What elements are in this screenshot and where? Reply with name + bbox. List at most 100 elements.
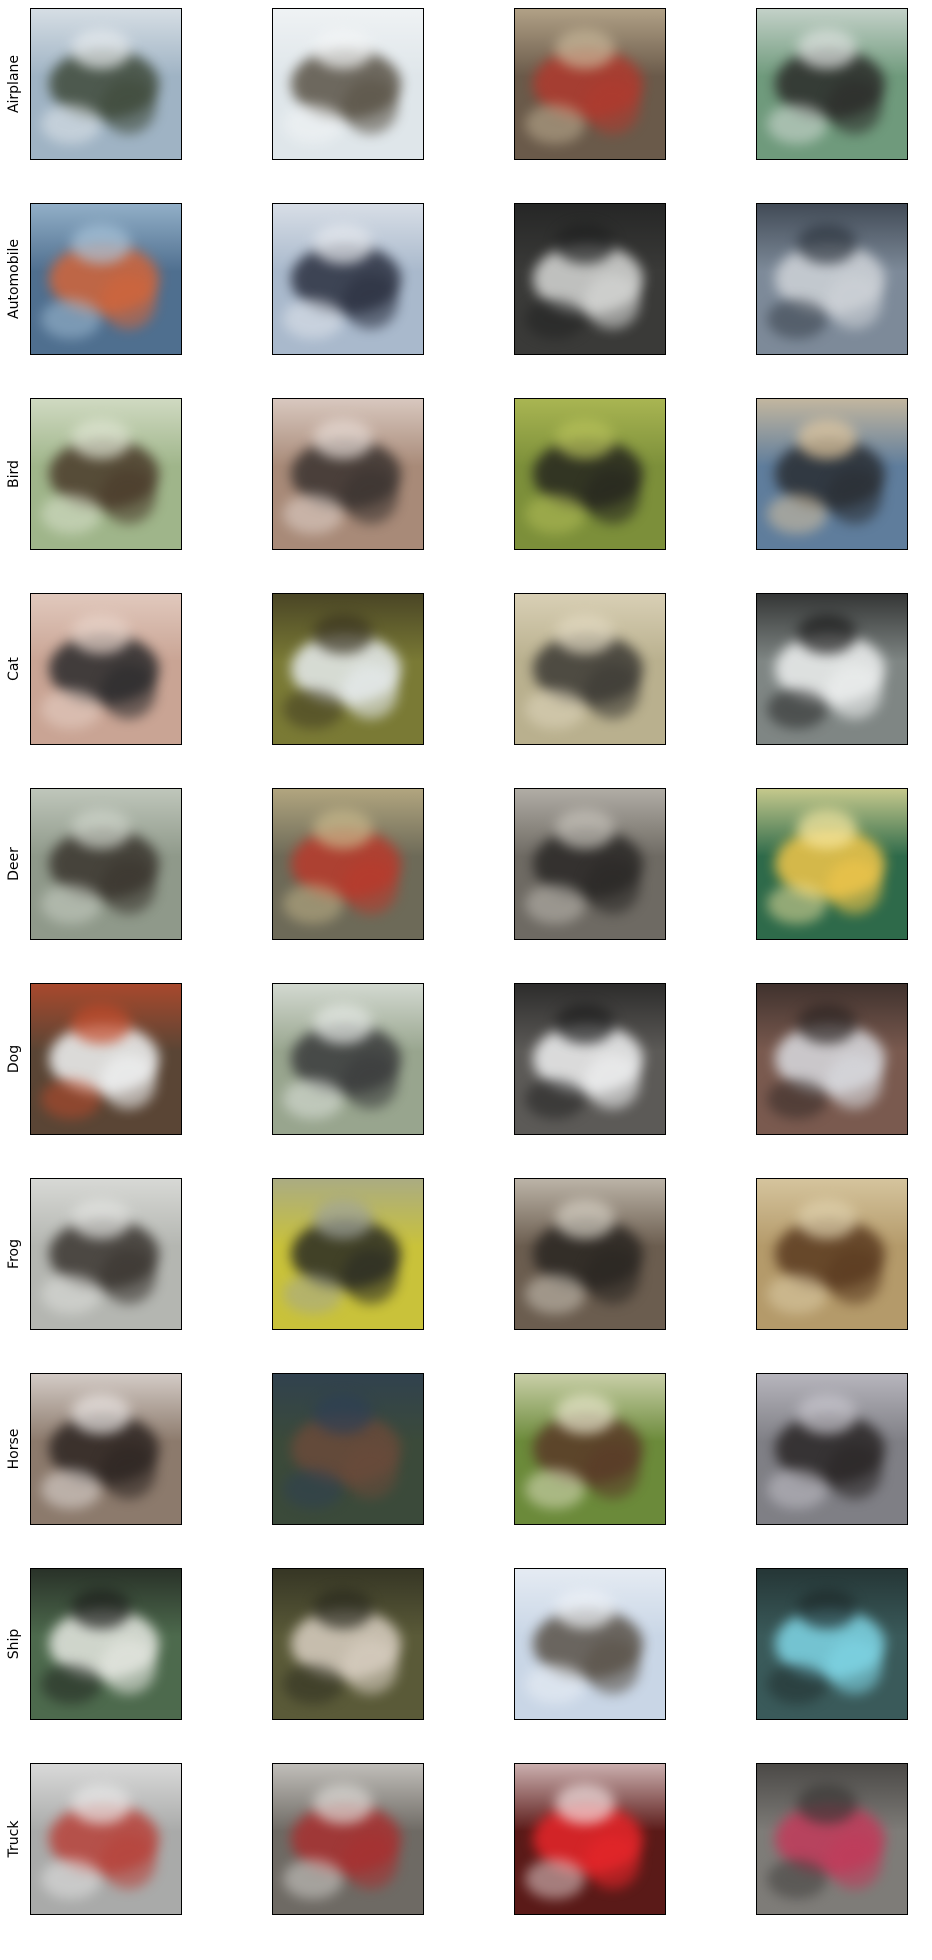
sample-blob — [71, 1199, 131, 1239]
sample-blob — [797, 1589, 857, 1629]
sample-blob — [101, 1639, 156, 1694]
sample-blob — [827, 274, 882, 329]
sample-blob — [343, 1054, 398, 1109]
generated-sample-image — [514, 1763, 666, 1915]
sample-blob — [585, 859, 640, 914]
sample-blob — [767, 299, 827, 339]
sample-blob — [827, 664, 882, 719]
generated-sample-image — [756, 1373, 908, 1525]
sample-blob — [343, 664, 398, 719]
generated-sample-image — [272, 788, 424, 940]
sample-blob — [797, 1004, 857, 1044]
generated-sample-image — [756, 8, 908, 160]
sample-blob — [313, 29, 373, 69]
generated-sample-image — [514, 1373, 666, 1525]
generated-sample-image — [30, 203, 182, 355]
sample-blob — [827, 1054, 882, 1109]
sample-blob — [585, 1444, 640, 1499]
sample-blob — [797, 1199, 857, 1239]
sample-blob — [525, 1859, 585, 1899]
sample-blob — [71, 29, 131, 69]
generated-sample-image — [756, 1763, 908, 1915]
sample-blob — [283, 1859, 343, 1899]
generated-sample-image — [756, 203, 908, 355]
generated-sample-image — [30, 1373, 182, 1525]
sample-blob — [767, 1274, 827, 1314]
sample-blob — [525, 1079, 585, 1119]
sample-blob — [101, 1054, 156, 1109]
sample-blob — [343, 1834, 398, 1889]
sample-blob — [797, 1394, 857, 1434]
generated-sample-image — [30, 1568, 182, 1720]
sample-blob — [797, 419, 857, 459]
sample-blob — [41, 1859, 101, 1899]
generated-sample-image — [272, 8, 424, 160]
generated-sample-image — [272, 1178, 424, 1330]
sample-blob — [525, 104, 585, 144]
row-label: Deer — [6, 847, 22, 881]
sample-blob — [767, 104, 827, 144]
sample-blob — [101, 1249, 156, 1304]
sample-blob — [767, 1079, 827, 1119]
sample-blob — [585, 79, 640, 134]
row-label: Horse — [6, 1428, 22, 1470]
sample-blob — [827, 1834, 882, 1889]
generated-sample-image — [30, 788, 182, 940]
row-label: Dog — [6, 1044, 22, 1074]
sample-blob — [41, 1469, 101, 1509]
sample-blob — [525, 1664, 585, 1704]
sample-blob — [585, 1639, 640, 1694]
sample-blob — [827, 1249, 882, 1304]
sample-blob — [555, 419, 615, 459]
sample-blob — [525, 884, 585, 924]
generated-sample-image — [272, 983, 424, 1135]
sample-blob — [797, 224, 857, 264]
sample-blob — [827, 79, 882, 134]
generated-sample-image — [272, 1763, 424, 1915]
sample-blob — [555, 1589, 615, 1629]
sample-blob — [41, 1079, 101, 1119]
sample-blob — [313, 1004, 373, 1044]
sample-blob — [283, 494, 343, 534]
sample-blob — [585, 1249, 640, 1304]
sample-blob — [343, 1639, 398, 1694]
sample-blob — [101, 274, 156, 329]
sample-blob — [41, 299, 101, 339]
sample-blob — [555, 1199, 615, 1239]
sample-blob — [71, 224, 131, 264]
sample-blob — [525, 1274, 585, 1314]
sample-blob — [41, 1664, 101, 1704]
sample-blob — [343, 274, 398, 329]
sample-blob — [41, 494, 101, 534]
sample-blob — [101, 1834, 156, 1889]
sample-blob — [313, 419, 373, 459]
sample-blob — [525, 1469, 585, 1509]
sample-blob — [343, 79, 398, 134]
sample-blob — [41, 884, 101, 924]
row-label: Truck — [6, 1820, 22, 1858]
generated-sample-image — [756, 398, 908, 550]
sample-blob — [555, 614, 615, 654]
generated-sample-image — [756, 1178, 908, 1330]
sample-blob — [525, 494, 585, 534]
sample-blob — [41, 104, 101, 144]
generated-sample-image — [30, 398, 182, 550]
sample-blob — [283, 104, 343, 144]
sample-blob — [797, 1784, 857, 1824]
generated-sample-image — [514, 1178, 666, 1330]
generated-sample-image — [756, 983, 908, 1135]
row-label: Airplane — [6, 54, 22, 114]
generated-sample-image — [30, 593, 182, 745]
sample-blob — [283, 1079, 343, 1119]
sample-blob — [101, 1444, 156, 1499]
sample-blob — [101, 79, 156, 134]
sample-blob — [767, 689, 827, 729]
generated-sample-image — [514, 788, 666, 940]
row-label: Automobile — [6, 239, 22, 319]
generated-sample-image — [30, 1763, 182, 1915]
row-label: Cat — [6, 657, 22, 681]
sample-blob — [71, 1589, 131, 1629]
sample-blob — [585, 274, 640, 329]
sample-blob — [313, 224, 373, 264]
sample-blob — [555, 29, 615, 69]
